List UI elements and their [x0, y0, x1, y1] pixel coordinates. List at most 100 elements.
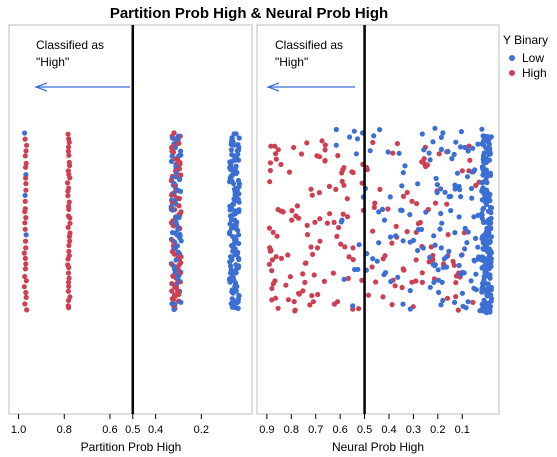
- data-point-low: [427, 157, 433, 163]
- data-point-high: [321, 278, 327, 284]
- data-point-low: [410, 237, 417, 243]
- data-point-low: [486, 246, 492, 252]
- data-point-high: [421, 156, 427, 162]
- data-point-low: [486, 141, 492, 147]
- data-point-high: [169, 288, 175, 294]
- data-point-high: [66, 152, 72, 158]
- data-point-low: [176, 176, 183, 183]
- data-point-high: [455, 307, 461, 313]
- data-point-high: [450, 258, 456, 265]
- data-point-low: [468, 278, 474, 284]
- data-point-high: [296, 291, 302, 297]
- data-point-low: [427, 284, 433, 290]
- data-point-low: [356, 242, 362, 248]
- data-point-low: [379, 206, 386, 212]
- data-point-high: [339, 178, 345, 184]
- data-point-low: [236, 240, 242, 247]
- data-point-high: [342, 244, 348, 250]
- panel-partition-frame: [8, 24, 253, 415]
- data-point-low: [438, 146, 444, 152]
- chart-title: Partition Prob High & Neural Prob High: [110, 5, 388, 22]
- data-point-high: [171, 251, 177, 257]
- data-point-low: [333, 142, 339, 148]
- data-point-low: [383, 270, 389, 276]
- data-point-low: [479, 126, 485, 132]
- data-point-low: [480, 280, 486, 286]
- data-point-low: [228, 213, 235, 219]
- data-point-high: [66, 206, 72, 212]
- data-point-low: [432, 262, 438, 268]
- data-point-high: [314, 245, 321, 251]
- data-point-low: [354, 136, 361, 142]
- data-point-low: [435, 267, 441, 273]
- data-point-low: [436, 289, 442, 295]
- panel-partition-tick-label: 1.0: [11, 424, 26, 436]
- data-point-low: [421, 147, 427, 153]
- data-point-low: [461, 270, 467, 276]
- data-point-high: [470, 299, 476, 305]
- data-point-low: [371, 133, 377, 139]
- data-point-high: [341, 182, 347, 188]
- data-point-low: [419, 131, 425, 137]
- data-point-low: [440, 130, 446, 136]
- data-point-high: [22, 301, 28, 307]
- data-point-low: [169, 207, 176, 213]
- data-point-low: [464, 174, 471, 180]
- data-point-low: [486, 265, 492, 271]
- data-point-high: [21, 284, 27, 290]
- data-point-low: [473, 271, 479, 277]
- data-point-high: [65, 131, 71, 137]
- data-point-high: [23, 278, 29, 284]
- data-point-low: [444, 254, 450, 260]
- data-point-low: [484, 289, 490, 295]
- panel-neural-tick-label: 0.8: [284, 424, 299, 436]
- data-point-low: [479, 306, 485, 312]
- data-point-high: [300, 271, 306, 277]
- data-point-low: [236, 199, 242, 205]
- data-point-high: [413, 278, 419, 284]
- data-point-high: [303, 260, 309, 266]
- data-point-high: [330, 270, 336, 276]
- data-point-high: [417, 219, 423, 226]
- data-point-low: [456, 262, 462, 269]
- data-point-high: [392, 283, 398, 289]
- data-point-high: [310, 299, 316, 305]
- data-point-low: [227, 259, 233, 265]
- data-point-high: [23, 261, 29, 267]
- data-point-high: [373, 279, 379, 285]
- data-point-low: [485, 208, 491, 214]
- data-point-low: [483, 273, 489, 279]
- data-point-low: [475, 212, 481, 218]
- data-point-low: [462, 225, 468, 231]
- data-point-high: [311, 272, 317, 278]
- data-point-low: [395, 274, 401, 280]
- data-point-low: [452, 186, 458, 192]
- data-point-low: [451, 151, 457, 157]
- data-point-high: [344, 196, 350, 202]
- data-point-low: [480, 172, 486, 178]
- data-point-high: [65, 148, 71, 154]
- data-point-low: [470, 145, 476, 151]
- data-point-high: [268, 248, 274, 254]
- panel-partition-tick-label: 0.2: [194, 424, 209, 436]
- panel-neural-annotation-line1: Classified as: [275, 38, 343, 52]
- data-point-low: [228, 147, 234, 153]
- data-point-high: [339, 170, 345, 176]
- data-point-high: [65, 188, 71, 194]
- data-point-low: [481, 264, 487, 271]
- data-point-high: [65, 270, 72, 276]
- data-point-low: [465, 299, 471, 305]
- data-point-low: [480, 246, 486, 252]
- data-point-low: [479, 188, 485, 194]
- data-point-high: [322, 142, 328, 148]
- panel-neural-tick-label: 0.5: [357, 424, 372, 436]
- data-point-high: [23, 215, 29, 221]
- data-point-low: [432, 242, 438, 248]
- data-point-high: [409, 198, 415, 204]
- data-point-low: [377, 127, 383, 133]
- data-point-high: [399, 284, 405, 291]
- panel-neural-xlabel: Neural Prob High: [332, 440, 424, 454]
- legend-swatch-low: [509, 55, 515, 61]
- data-point-high: [444, 295, 451, 301]
- data-point-low: [465, 148, 471, 154]
